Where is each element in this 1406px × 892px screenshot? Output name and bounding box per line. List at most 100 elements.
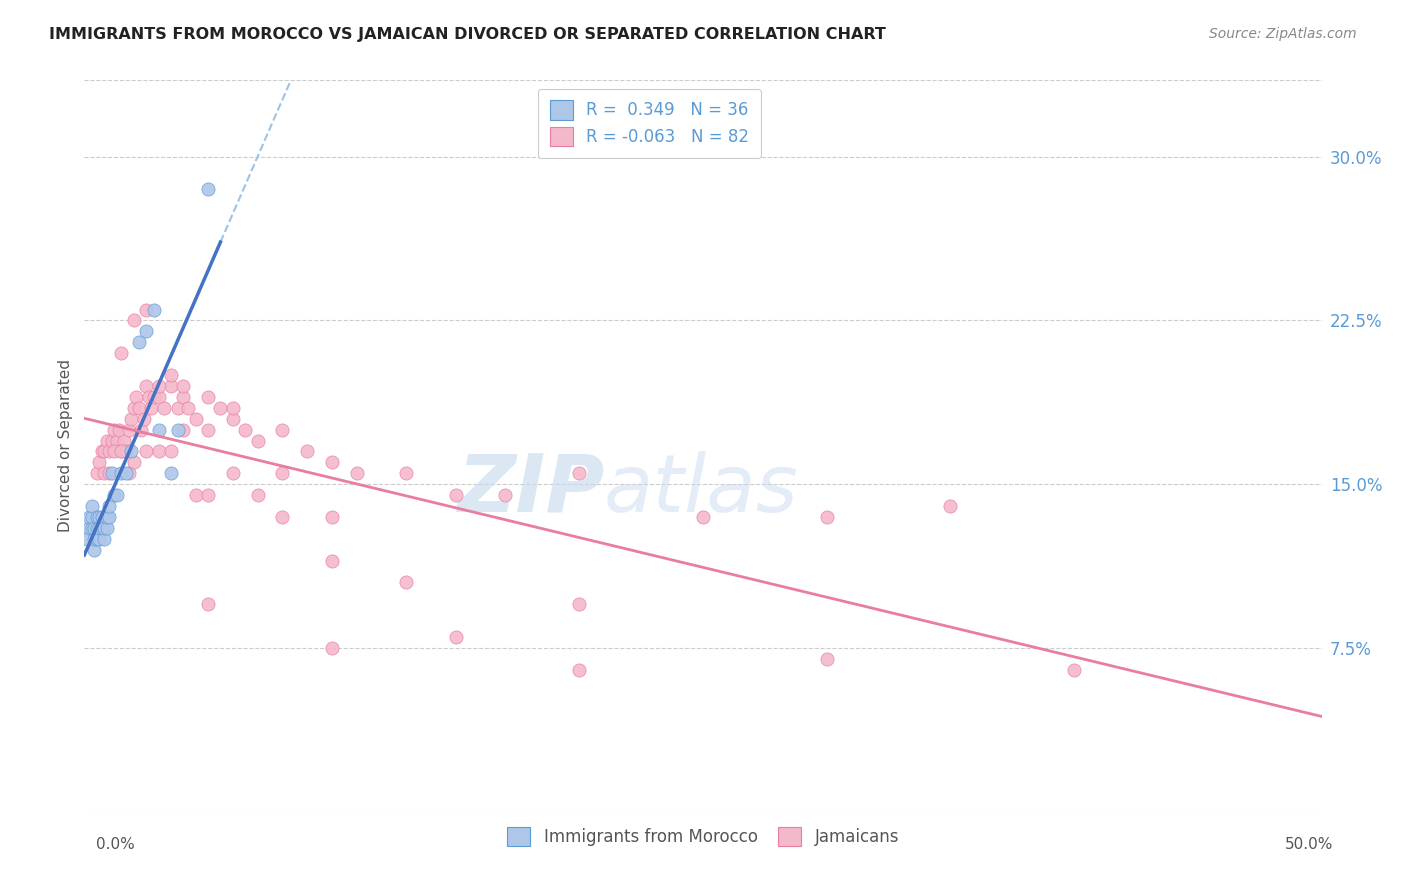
Point — [83, 542, 105, 557]
Point — [79, 521, 101, 535]
Point — [197, 488, 219, 502]
Point — [321, 455, 343, 469]
Point — [125, 390, 148, 404]
Point — [233, 423, 256, 437]
Point — [100, 434, 122, 448]
Point — [89, 532, 111, 546]
Point — [246, 488, 269, 502]
Point — [86, 510, 108, 524]
Point — [110, 444, 132, 458]
Y-axis label: Divorced or Separated: Divorced or Separated — [58, 359, 73, 533]
Point — [90, 510, 112, 524]
Point — [167, 423, 190, 437]
Point — [96, 510, 118, 524]
Point — [141, 401, 163, 415]
Point — [98, 510, 121, 524]
Point — [177, 401, 200, 415]
Point — [98, 467, 121, 481]
Point — [103, 488, 125, 502]
Point — [138, 390, 160, 404]
Text: IMMIGRANTS FROM MOROCCO VS JAMAICAN DIVORCED OR SEPARATED CORRELATION CHART: IMMIGRANTS FROM MOROCCO VS JAMAICAN DIVO… — [49, 27, 886, 42]
Point — [148, 444, 170, 458]
Point — [105, 488, 128, 502]
Point — [167, 401, 190, 415]
Point — [83, 532, 105, 546]
Point — [197, 390, 219, 404]
Point — [135, 444, 157, 458]
Point — [395, 575, 418, 590]
Point — [86, 467, 108, 481]
Point — [132, 411, 155, 425]
Point — [271, 467, 294, 481]
Point — [271, 510, 294, 524]
Point — [172, 379, 194, 393]
Point — [184, 488, 207, 502]
Point — [135, 302, 157, 317]
Point — [108, 423, 131, 437]
Point — [444, 630, 467, 644]
Point — [568, 597, 591, 611]
Text: atlas: atlas — [605, 450, 799, 529]
Point — [89, 510, 111, 524]
Point — [692, 510, 714, 524]
Point — [96, 434, 118, 448]
Point — [939, 499, 962, 513]
Text: ZIP: ZIP — [457, 450, 605, 529]
Point — [142, 302, 165, 317]
Point — [89, 455, 111, 469]
Point — [110, 346, 132, 360]
Point — [100, 467, 122, 481]
Point — [135, 379, 157, 393]
Point — [160, 444, 183, 458]
Point — [103, 444, 125, 458]
Point — [152, 401, 174, 415]
Point — [129, 423, 152, 437]
Point — [110, 467, 132, 481]
Point — [89, 521, 111, 535]
Point — [93, 444, 115, 458]
Point — [321, 510, 343, 524]
Point — [135, 324, 157, 338]
Point — [222, 411, 245, 425]
Point — [110, 444, 132, 458]
Point — [93, 467, 115, 481]
Point — [222, 467, 245, 481]
Point — [815, 510, 838, 524]
Point — [98, 499, 121, 513]
Point — [86, 532, 108, 546]
Point — [120, 444, 142, 458]
Text: Source: ZipAtlas.com: Source: ZipAtlas.com — [1209, 27, 1357, 41]
Point — [321, 554, 343, 568]
Point — [98, 444, 121, 458]
Point — [148, 390, 170, 404]
Point — [96, 521, 118, 535]
Point — [103, 423, 125, 437]
Point — [93, 521, 115, 535]
Point — [148, 379, 170, 393]
Text: 0.0%: 0.0% — [96, 838, 135, 852]
Point — [112, 434, 135, 448]
Point — [118, 467, 141, 481]
Point — [197, 597, 219, 611]
Point — [86, 521, 108, 535]
Point — [93, 532, 115, 546]
Point — [148, 423, 170, 437]
Point — [128, 401, 150, 415]
Point — [115, 467, 138, 481]
Point — [209, 401, 232, 415]
Point — [80, 521, 103, 535]
Point — [76, 532, 98, 546]
Point — [246, 434, 269, 448]
Point — [90, 444, 112, 458]
Point — [142, 390, 165, 404]
Point — [115, 444, 138, 458]
Point — [1063, 663, 1085, 677]
Point — [118, 423, 141, 437]
Point — [321, 640, 343, 655]
Point — [128, 335, 150, 350]
Point — [122, 455, 145, 469]
Point — [271, 423, 294, 437]
Point — [172, 390, 194, 404]
Point — [346, 467, 368, 481]
Point — [83, 521, 105, 535]
